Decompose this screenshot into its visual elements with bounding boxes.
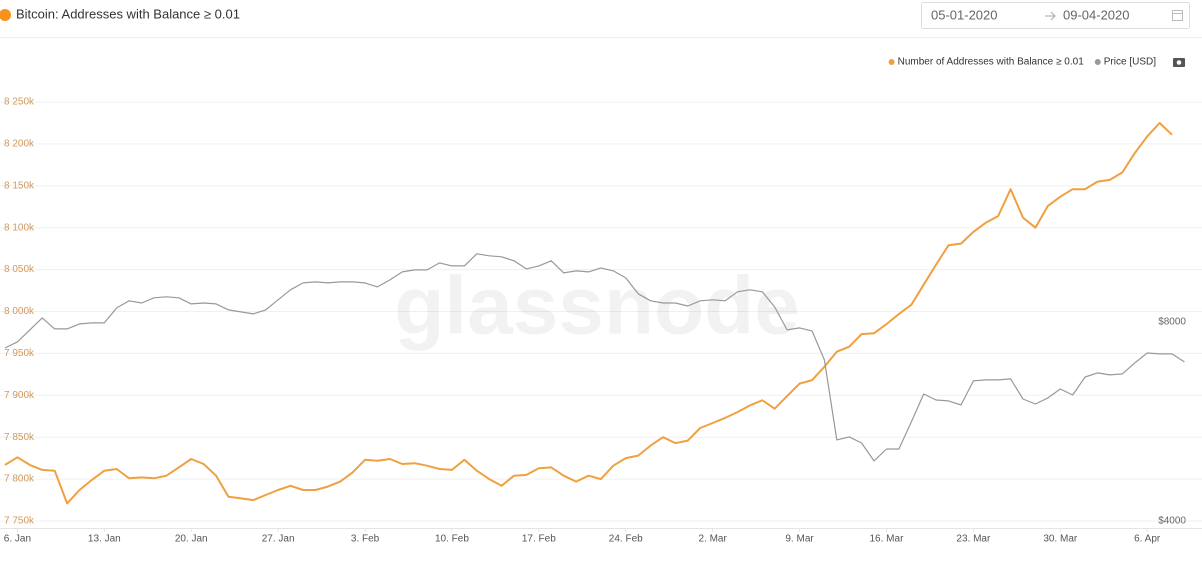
y2-tick-label: $8000 <box>1158 317 1186 328</box>
y-tick-label: 8 000k <box>4 306 35 317</box>
y2-tick-label: $4000 <box>1158 516 1186 527</box>
calendar-icon[interactable] <box>1172 10 1183 21</box>
y-tick-label: 7 950k <box>4 348 35 359</box>
x-tick-label: 6. Apr <box>1134 534 1161 545</box>
bitcoin-icon <box>0 9 11 21</box>
x-tick-label: 24. Feb <box>609 534 643 545</box>
camera-icon[interactable] <box>1173 58 1185 67</box>
y-tick-label: 7 900k <box>4 390 35 401</box>
y-tick-label: 8 050k <box>4 264 35 275</box>
y-tick-label: 7 750k <box>4 516 35 527</box>
x-tick-label: 2. Mar <box>698 534 727 545</box>
y-tick-label: 8 150k <box>4 180 35 191</box>
x-tick-label: 16. Mar <box>870 534 905 545</box>
x-tick-label: 27. Jan <box>262 534 295 545</box>
grid <box>0 101 1202 522</box>
series-line <box>4 253 1185 462</box>
date-from[interactable]: 05-01-2020 <box>931 7 998 22</box>
x-tick-label: 17. Feb <box>522 534 556 545</box>
x-tick-label: 6. Jan <box>4 534 31 545</box>
chart-title: Bitcoin: Addresses with Balance ≥ 0.01 <box>16 6 240 21</box>
y-tick-label: 7 800k <box>4 474 35 485</box>
x-tick-label: 23. Mar <box>956 534 991 545</box>
date-range[interactable] <box>921 2 1190 29</box>
y-tick-label: 7 850k <box>4 432 35 443</box>
x-tick-label: 30. Mar <box>1043 534 1078 545</box>
y-tick-label: 8 100k <box>4 222 35 233</box>
watermark: glassnode <box>394 261 800 352</box>
legend-label: Price [USD] <box>1104 57 1156 68</box>
y-tick-label: 8 250k <box>4 97 35 108</box>
x-tick-label: 13. Jan <box>88 534 121 545</box>
series-line <box>4 122 1173 505</box>
x-tick-label: 9. Mar <box>785 534 814 545</box>
x-tick-label: 10. Feb <box>435 534 469 545</box>
x-tick-label: 3. Feb <box>351 534 380 545</box>
legend-label: Number of Addresses with Balance ≥ 0.01 <box>898 57 1085 68</box>
calendar-body <box>1172 10 1183 21</box>
legend-marker <box>888 59 895 65</box>
camera-lens <box>1176 60 1182 65</box>
arrow-icon <box>1045 11 1056 21</box>
legend-marker <box>1094 59 1101 65</box>
x-tick-label: 20. Jan <box>175 534 208 545</box>
y-tick-label: 8 200k <box>4 139 35 150</box>
date-to[interactable]: 09-04-2020 <box>1063 7 1130 22</box>
